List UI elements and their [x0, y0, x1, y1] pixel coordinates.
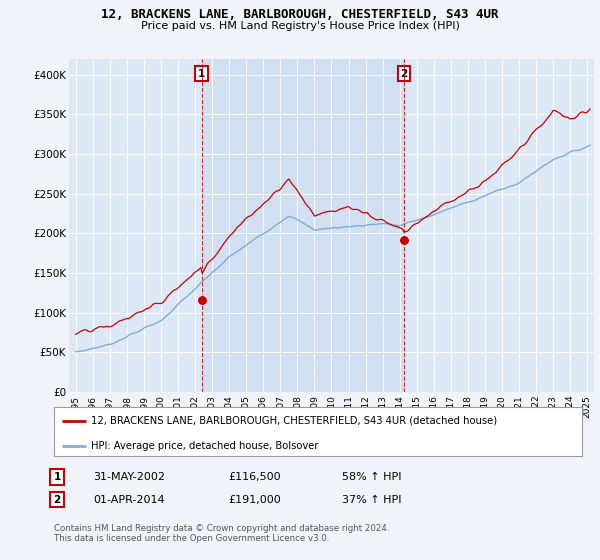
- Text: 12, BRACKENS LANE, BARLBOROUGH, CHESTERFIELD, S43 4UR: 12, BRACKENS LANE, BARLBOROUGH, CHESTERF…: [101, 8, 499, 21]
- Text: 1: 1: [53, 472, 61, 482]
- Text: 58% ↑ HPI: 58% ↑ HPI: [342, 472, 401, 482]
- Text: Price paid vs. HM Land Registry's House Price Index (HPI): Price paid vs. HM Land Registry's House …: [140, 21, 460, 31]
- Text: HPI: Average price, detached house, Bolsover: HPI: Average price, detached house, Bols…: [91, 441, 319, 451]
- Text: 37% ↑ HPI: 37% ↑ HPI: [342, 494, 401, 505]
- Text: £116,500: £116,500: [228, 472, 281, 482]
- Text: £191,000: £191,000: [228, 494, 281, 505]
- Text: 2: 2: [53, 494, 61, 505]
- Text: 12, BRACKENS LANE, BARLBOROUGH, CHESTERFIELD, S43 4UR (detached house): 12, BRACKENS LANE, BARLBOROUGH, CHESTERF…: [91, 416, 497, 426]
- Text: 01-APR-2014: 01-APR-2014: [93, 494, 164, 505]
- Text: 2: 2: [400, 69, 407, 79]
- Text: Contains HM Land Registry data © Crown copyright and database right 2024.
This d: Contains HM Land Registry data © Crown c…: [54, 524, 389, 543]
- Bar: [202, 59, 404, 392]
- Text: 31-MAY-2002: 31-MAY-2002: [93, 472, 165, 482]
- Text: 1: 1: [198, 69, 205, 79]
